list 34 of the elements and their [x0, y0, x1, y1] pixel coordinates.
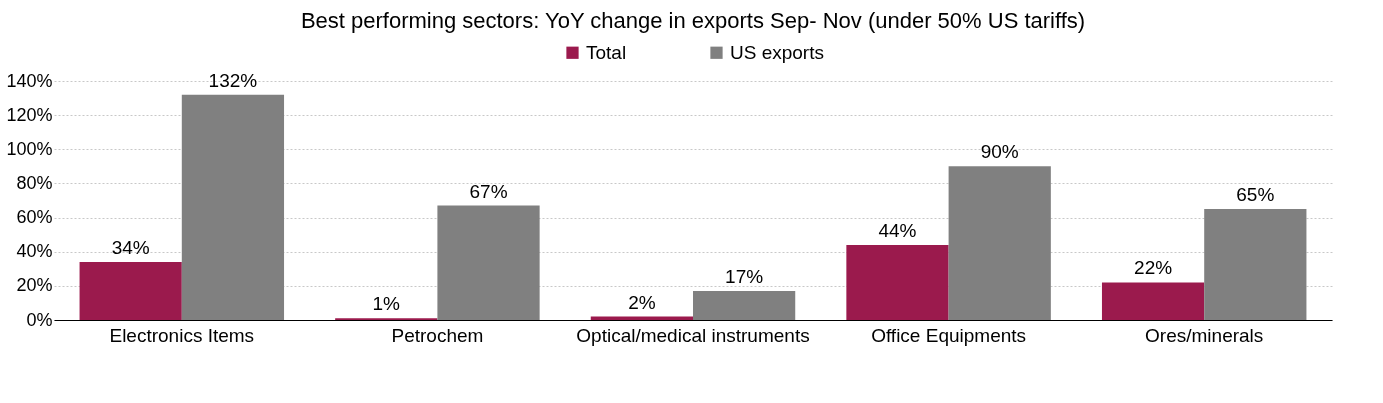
data-label: 67% [469, 180, 508, 202]
data-label: 2% [628, 291, 656, 313]
data-label: 90% [980, 141, 1019, 163]
data-label: 1% [372, 293, 401, 315]
x-tick-label: Office Equipments [871, 324, 1027, 346]
legend-label: Total [586, 41, 627, 63]
x-tick-label: Optical/medical instruments [576, 324, 810, 346]
y-tick-label: 0% [26, 309, 53, 330]
bar [1204, 209, 1307, 320]
bar [846, 244, 949, 320]
data-label: 22% [1134, 257, 1173, 279]
x-tick-label: Electronics Items [109, 324, 255, 346]
bar [1101, 282, 1205, 320]
y-tick-label: 140% [6, 70, 53, 91]
data-label: 17% [725, 265, 764, 287]
bar [948, 166, 1051, 320]
y-tick-label: 80% [16, 172, 53, 193]
x-tick-label: Petrochem [391, 324, 484, 346]
data-label: 34% [111, 236, 150, 258]
chart-title: Best performing sectors: YoY change in exports Sep- Nov (under 50% US tariffs) [300, 8, 1086, 33]
y-tick-label: 20% [16, 275, 53, 296]
data-label: 65% [1236, 184, 1275, 206]
bar [437, 205, 540, 320]
legend-label: US exports [730, 41, 824, 63]
y-tick-label: 120% [6, 104, 53, 125]
bar [79, 261, 182, 320]
x-tick-label: Ores/minerals [1145, 324, 1264, 346]
y-tick-label: 100% [6, 138, 53, 159]
data-label: 44% [878, 219, 917, 241]
y-tick-label: 40% [16, 241, 53, 262]
y-tick-label: 60% [16, 207, 53, 228]
bar [693, 290, 796, 320]
bar [181, 94, 285, 320]
data-label: 132% [208, 69, 258, 91]
